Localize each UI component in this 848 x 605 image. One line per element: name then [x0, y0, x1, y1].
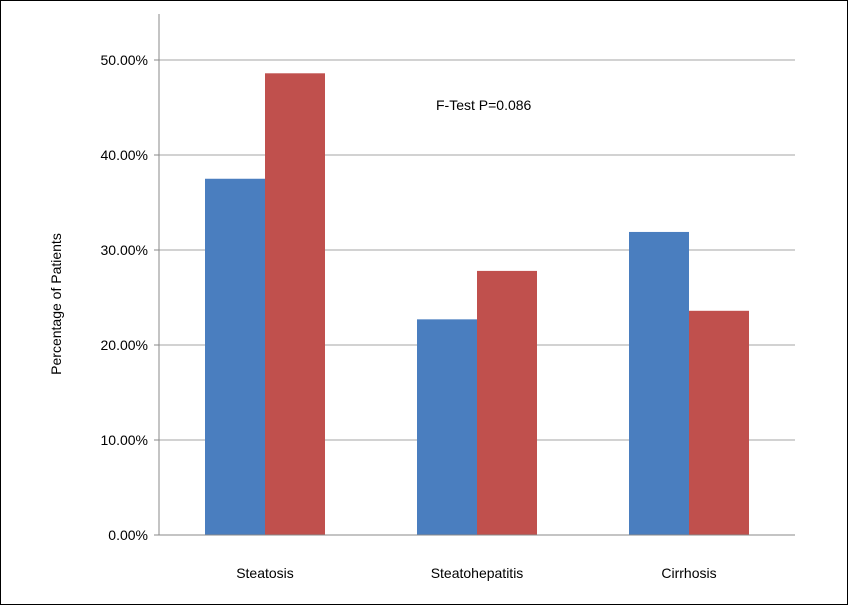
- f-test-annotation: F-Test P=0.086: [436, 97, 532, 113]
- y-tick-label: 40.00%: [101, 147, 148, 163]
- bar-steatohepatitis-series-1: [417, 319, 477, 535]
- y-tick-labels: 0.00% 10.00% 20.00% 30.00% 40.00% 50.00%: [101, 52, 148, 543]
- bar-steatosis-series-1: [205, 178, 265, 535]
- y-tick-label: 0.00%: [108, 527, 148, 543]
- bar-steatohepatitis-series-2: [477, 270, 537, 535]
- bar-steatosis-series-2: [265, 73, 325, 536]
- bar-cirrhosis-series-2: [689, 310, 749, 535]
- axes: [158, 14, 795, 536]
- x-tick-label-steatohepatitis: Steatohepatitis: [431, 565, 524, 581]
- x-tick-label-cirrhosis: Cirrhosis: [661, 565, 716, 581]
- bars: [205, 73, 749, 536]
- x-tick-label-steatosis: Steatosis: [236, 565, 294, 581]
- y-tick-label: 20.00%: [101, 337, 148, 353]
- x-tick-labels: Steatosis Steatohepatitis Cirrhosis: [236, 565, 716, 581]
- bar-cirrhosis-series-1: [629, 231, 689, 535]
- y-tick-label: 10.00%: [101, 432, 148, 448]
- y-axis-title: Percentage of Patients: [48, 233, 64, 375]
- y-tick-label: 30.00%: [101, 242, 148, 258]
- y-tick-label: 50.00%: [101, 52, 148, 68]
